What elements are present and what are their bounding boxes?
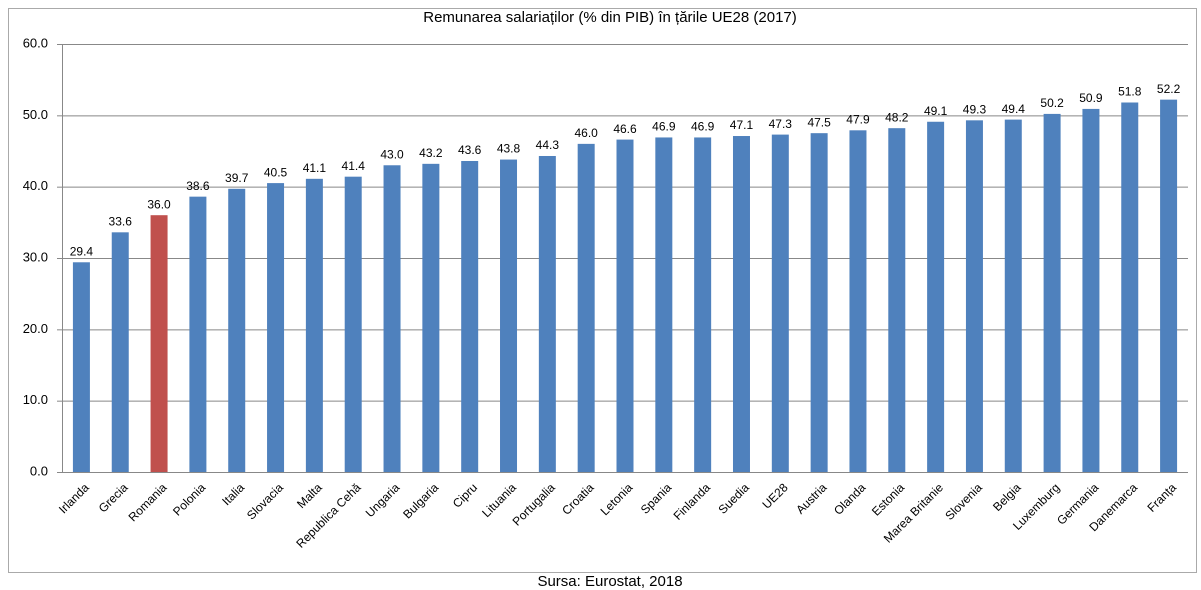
data-label: 43.0 <box>380 147 404 161</box>
data-label: 40.5 <box>264 165 288 179</box>
data-label: 43.8 <box>497 142 521 156</box>
data-label: 46.9 <box>652 120 676 134</box>
bar <box>655 137 673 473</box>
data-label: 47.1 <box>730 118 754 132</box>
bar <box>344 176 362 472</box>
bar <box>422 163 440 472</box>
data-label: 47.9 <box>846 112 870 126</box>
bar <box>732 136 750 472</box>
data-label: 46.6 <box>613 122 637 136</box>
bar <box>927 121 945 473</box>
x-tick-label: Italia <box>219 480 247 508</box>
y-tick-label: 30.0 <box>23 249 48 264</box>
bar <box>616 139 634 472</box>
x-tick-label: Spania <box>638 480 675 517</box>
bar <box>965 120 983 473</box>
data-label: 41.4 <box>342 159 366 173</box>
data-label: 50.2 <box>1040 96 1064 110</box>
chart-frame <box>8 8 1197 573</box>
bar <box>305 178 323 472</box>
bar <box>771 134 789 473</box>
bar <box>1082 108 1100 472</box>
bar <box>538 155 556 472</box>
bar <box>1043 113 1061 472</box>
x-tick-label: Slovenia <box>942 480 985 523</box>
bar <box>810 133 828 472</box>
x-tick-label: Portugalia <box>510 480 558 528</box>
data-label: 46.0 <box>574 126 598 140</box>
y-tick-label: 60.0 <box>23 35 48 50</box>
x-tick-label: Romania <box>126 480 170 524</box>
bar <box>72 262 90 472</box>
data-label: 39.7 <box>225 171 249 185</box>
x-tick-label: Franța <box>1145 480 1180 515</box>
data-label: 50.9 <box>1079 91 1103 105</box>
data-label: 43.2 <box>419 146 443 160</box>
data-label: 46.9 <box>691 120 715 134</box>
data-label: 51.8 <box>1118 85 1142 99</box>
source: Sursa: Eurostat, 2018 <box>537 573 682 590</box>
data-label: 52.2 <box>1157 82 1181 96</box>
bar <box>849 130 867 472</box>
data-label: 44.3 <box>536 138 560 152</box>
data-label: 33.6 <box>109 214 133 228</box>
x-tick-label: Slovacia <box>244 480 286 522</box>
bar <box>150 215 168 472</box>
data-label: 49.1 <box>924 104 948 118</box>
data-label: 36.0 <box>147 197 171 211</box>
data-label: 47.5 <box>807 115 831 129</box>
x-tick-label: Grecia <box>96 480 131 515</box>
y-tick-label: 40.0 <box>23 178 48 193</box>
y-tick-label: 10.0 <box>23 392 48 407</box>
x-tick-label: Ungaria <box>363 480 403 520</box>
x-tick-label: Estonia <box>869 480 907 518</box>
bar <box>694 137 712 473</box>
bar <box>1121 102 1139 472</box>
bar <box>1160 99 1178 472</box>
data-label: 47.3 <box>769 117 793 131</box>
data-label: 41.1 <box>303 161 327 175</box>
data-label: 49.3 <box>963 102 987 116</box>
x-tick-label: Irlanda <box>56 480 92 516</box>
x-tick-label: Austria <box>793 480 830 517</box>
x-tick-label: UE28 <box>760 480 791 511</box>
bar <box>888 128 906 472</box>
x-tick-label: Polonia <box>170 480 208 518</box>
bar <box>500 159 518 472</box>
data-label: 29.4 <box>70 244 94 258</box>
bar <box>383 165 401 472</box>
bar <box>228 188 246 472</box>
x-tick-label: Cipru <box>450 480 480 510</box>
x-tick-label: Suedia <box>716 480 753 517</box>
x-tick-label: Belgia <box>990 480 1024 514</box>
bar <box>1004 119 1022 472</box>
bar <box>189 196 207 473</box>
data-label: 49.4 <box>1002 102 1026 116</box>
y-tick-label: 20.0 <box>23 321 48 336</box>
bar <box>111 232 129 472</box>
y-tick-label: 0.0 <box>30 463 48 478</box>
bar <box>577 143 595 472</box>
chart-title: Remunarea salariaților (% din PIB) în ță… <box>423 9 797 26</box>
x-tick-label: Letonia <box>598 480 636 518</box>
x-tick-label: Olanda <box>831 480 868 517</box>
data-label: 38.6 <box>186 179 210 193</box>
x-tick-label: Croatia <box>559 480 596 517</box>
bar <box>461 160 479 472</box>
data-label: 43.6 <box>458 143 482 157</box>
x-tick-label: Finlanda <box>671 480 714 523</box>
x-tick-label: Malta <box>294 480 325 511</box>
bar <box>267 183 285 472</box>
data-label: 48.2 <box>885 110 909 124</box>
y-tick-label: 50.0 <box>23 107 48 122</box>
x-tick-label: Bulgaria <box>400 480 441 521</box>
